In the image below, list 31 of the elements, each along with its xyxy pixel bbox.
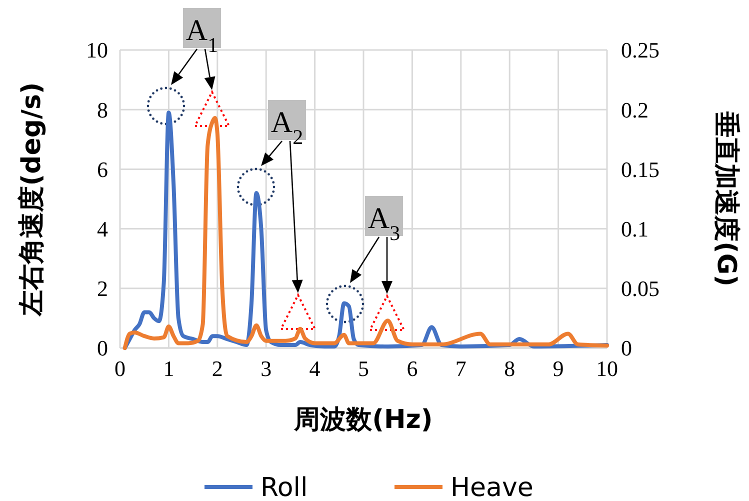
legend-label: Heave (450, 473, 534, 501)
y2-axis-title: 垂直加速度(G) (711, 110, 741, 287)
y2-tick-label: 0.2 (621, 97, 648, 122)
y-tick-label: 4 (97, 216, 108, 242)
y-tick-label: 10 (86, 38, 108, 63)
y-tick-label: 8 (97, 97, 108, 122)
y2-tick-label: 0.15 (621, 156, 660, 182)
y2-tick-label: 0.05 (621, 276, 660, 302)
x-tick-label: 9 (552, 356, 564, 381)
legend-label: Roll (260, 473, 308, 501)
y-axis-title: 左右角速度(deg/s) (17, 82, 47, 317)
x-tick-label: 8 (504, 356, 516, 381)
y-tick-label: 6 (97, 156, 108, 182)
x-tick-label: 10 (596, 356, 618, 381)
x-tick-label: 2 (212, 356, 223, 381)
x-tick-label: 0 (114, 356, 126, 381)
annotation: A$_{3}$ (368, 202, 400, 245)
y2-tick-label: 0.1 (621, 216, 648, 242)
x-axis-title: 周波数(Hz) (293, 405, 433, 435)
x-tick-label: 3 (260, 356, 272, 381)
x-tick-label: 6 (406, 356, 418, 381)
y2-tick-label: 0 (621, 336, 632, 361)
y-tick-label: 0 (97, 336, 108, 361)
x-tick-label: 4 (309, 356, 320, 381)
annotation: A$_{2}$ (270, 106, 304, 149)
x-tick-label: 5 (358, 356, 369, 381)
annotation: A$_{1}$ (186, 14, 218, 57)
y2-tick-label: 0.25 (621, 38, 660, 63)
y-tick-label: 2 (97, 276, 108, 302)
x-tick-label: 7 (455, 356, 466, 381)
x-tick-label: 1 (163, 356, 174, 381)
